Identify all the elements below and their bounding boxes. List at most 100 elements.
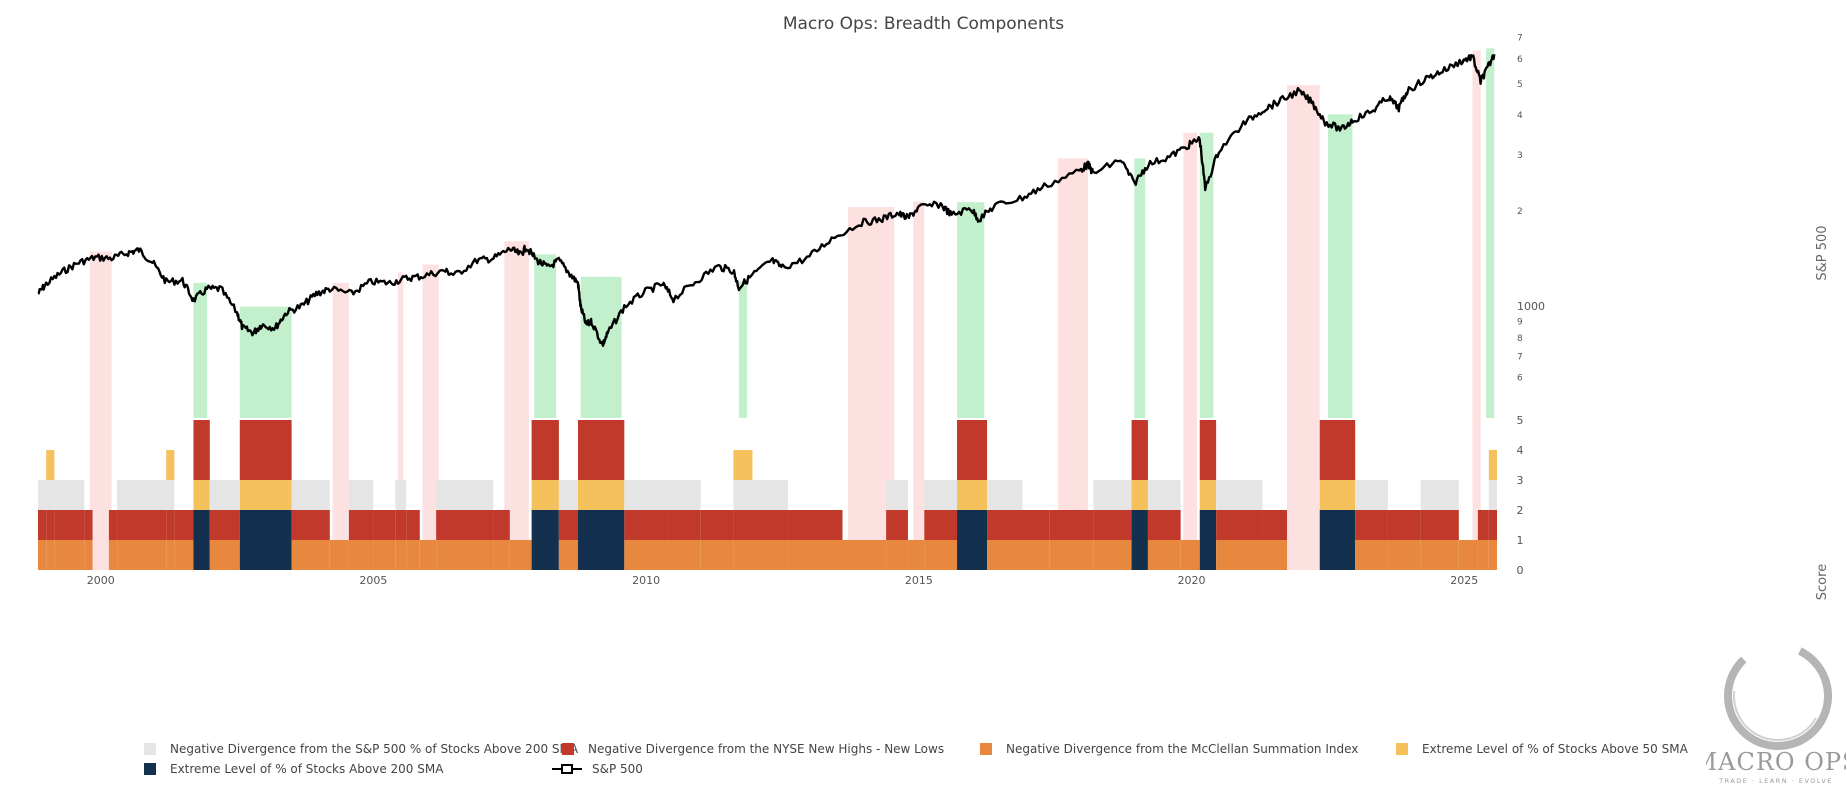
score-bar-c2 — [957, 420, 988, 450]
score-bar-c1 — [752, 480, 788, 510]
score-bar-c3 — [395, 540, 407, 570]
score-bar-c3 — [987, 540, 1023, 570]
score-bar-c2 — [46, 510, 55, 540]
sp500-line-group — [37, 54, 1496, 347]
legend-swatch-c1 — [144, 743, 156, 755]
legend-item-c3[interactable]: Negative Divergence from the McClellan S… — [980, 742, 1358, 756]
score-bar-c2 — [166, 510, 175, 540]
score-bar-c2 — [1131, 420, 1148, 450]
score-bar-c3 — [509, 540, 532, 570]
score-bar-c4 — [166, 450, 175, 480]
highlight-zone-positive — [1134, 158, 1146, 418]
score-bar-c1 — [924, 480, 958, 510]
score-bar-c3 — [493, 540, 510, 570]
score-bar-c4 — [733, 450, 753, 480]
score-bar-c2 — [577, 420, 625, 450]
highlight-zone-negative — [89, 251, 112, 571]
score-bar-c2 — [1477, 510, 1489, 540]
y-price-tick-label: 2 — [1517, 207, 1523, 217]
score-bar-c1 — [1420, 480, 1459, 510]
score-bar-c2 — [531, 450, 559, 480]
y-axis-score-ticks: 0 1 2 3 4 5 — [1517, 414, 1524, 577]
score-bar-c2 — [395, 510, 407, 540]
score-bar-c1 — [46, 480, 55, 510]
score-bar-c4 — [46, 450, 55, 480]
score-bar-c3 — [558, 540, 578, 570]
score-bar-c1 — [1355, 480, 1388, 510]
score-bar-c3 — [624, 540, 668, 570]
score-bar-c4 — [1199, 480, 1217, 510]
legend-item-sp500[interactable]: S&P 500 — [552, 762, 643, 776]
score-bar-c2 — [924, 510, 958, 540]
score-bar-c1 — [624, 480, 668, 510]
legend-item-c4[interactable]: Extreme Level of % of Stocks Above 50 SM… — [1396, 742, 1688, 756]
legend-item-c1[interactable]: Negative Divergence from the S&P 500 % o… — [144, 742, 578, 756]
score-bar-c3 — [174, 540, 194, 570]
score-bar-c3 — [886, 540, 908, 570]
score-bar-c2 — [239, 450, 292, 480]
y-score-tick-label: 4 — [1517, 444, 1524, 457]
legend-swatch-c4 — [1396, 743, 1408, 755]
legend-swatch-line — [552, 764, 582, 774]
highlight-zone-negative — [422, 264, 439, 570]
score-bar-c2 — [787, 510, 843, 540]
score-bar-c2 — [1262, 510, 1288, 540]
y-score-tick-label: 0 — [1517, 564, 1524, 577]
score-bar-c5 — [193, 540, 210, 570]
score-bar-c3 — [1147, 540, 1181, 570]
y-score-tick-label: 5 — [1517, 414, 1524, 427]
score-bar-c3 — [209, 540, 240, 570]
highlight-zone-positive — [738, 281, 748, 418]
score-bar-c2 — [1420, 510, 1459, 540]
score-bar-c5 — [239, 540, 292, 570]
score-bar-c1 — [1093, 480, 1132, 510]
score-bar-c3 — [1458, 540, 1478, 570]
score-bar-c1 — [395, 480, 407, 510]
score-bar-c3 — [84, 540, 93, 570]
score-bar-c1 — [1147, 480, 1181, 510]
score-bar-c2 — [700, 510, 734, 540]
score-bar-c4 — [1488, 450, 1497, 480]
score-bar-c1 — [291, 480, 330, 510]
score-bar-c1 — [886, 480, 908, 510]
score-bar-c3 — [348, 540, 374, 570]
y-score-tick-label: 2 — [1517, 504, 1524, 517]
highlight-zone-positive — [193, 282, 208, 418]
score-bar-c2 — [193, 420, 210, 450]
y-price-tick-label: 1000 — [1517, 300, 1545, 313]
score-bar-c3 — [1355, 540, 1388, 570]
macro-ops-logo: MACRO OPS TRADE · LEARN · EVOLVE — [1706, 642, 1846, 785]
score-bar-c2 — [406, 510, 420, 540]
score-bar-c2 — [1199, 450, 1217, 480]
score-bar-c3 — [54, 540, 85, 570]
score-bar-c3 — [1488, 540, 1497, 570]
score-bar-c3 — [1022, 540, 1050, 570]
score-bar-c5 — [1131, 540, 1148, 570]
score-bar-c4 — [239, 480, 292, 510]
legend-item-c5[interactable]: Extreme Level of % of Stocks Above 200 S… — [144, 762, 443, 776]
logo-tagline: TRADE · LEARN · EVOLVE — [1718, 777, 1833, 785]
score-bar-c3 — [108, 540, 118, 570]
score-bar-c2 — [1049, 510, 1094, 540]
score-bar-c3 — [436, 540, 494, 570]
y-score-tick-label: 3 — [1517, 474, 1524, 487]
y-axis-price-label: S&P 500 — [1815, 225, 1830, 280]
score-bar-c3 — [1216, 540, 1263, 570]
y-price-tick-label: 4 — [1517, 111, 1523, 121]
score-bar-c2 — [733, 510, 753, 540]
legend-swatch-c2 — [562, 743, 574, 755]
score-bar-c1 — [209, 480, 240, 510]
score-bar-c1 — [348, 480, 374, 510]
score-bar-c3 — [1262, 540, 1288, 570]
highlight-zone-positive — [1327, 114, 1353, 419]
score-bar-c2 — [1216, 510, 1263, 540]
score-bar-c5 — [957, 510, 988, 540]
score-bar-c5 — [577, 540, 625, 570]
score-bar-c2 — [752, 510, 788, 540]
x-axis-ticks: 2000 2005 2010 2015 2020 2025 — [87, 574, 1479, 587]
score-bar-c5 — [239, 510, 292, 540]
score-bar-c1 — [558, 480, 578, 510]
highlight-zone-positive — [534, 254, 557, 418]
legend-item-c2[interactable]: Negative Divergence from the NYSE New Hi… — [562, 742, 944, 756]
score-bar-c3 — [406, 540, 420, 570]
